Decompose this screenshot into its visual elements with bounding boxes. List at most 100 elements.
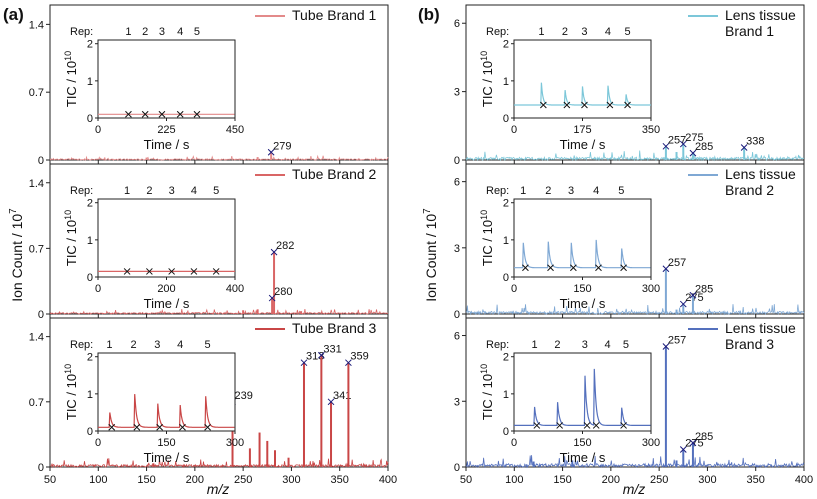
rep-marker [533, 422, 541, 429]
inset-y-tick-label: 2 [503, 198, 509, 210]
y-tick-label: 1.4 [29, 19, 44, 31]
inset-y-tick-label: 0 [87, 426, 93, 438]
rep-marker [583, 422, 591, 429]
peak-label: 257 [668, 334, 686, 346]
rep-number: 3 [169, 185, 175, 197]
y-tick-label: 6 [454, 331, 460, 343]
legend-label: Brand 2 [725, 182, 774, 198]
peak-marker [662, 343, 670, 350]
inset-y-tick-label: 1 [503, 235, 509, 247]
x-tick-label: 250 [650, 474, 668, 486]
inset-x-tick-label: 200 [157, 283, 175, 295]
y-tick-label: 1.4 [29, 178, 44, 190]
peak-marker [318, 351, 325, 359]
legend-label: Lens tissue [725, 7, 796, 23]
peak-label: 257 [668, 134, 686, 146]
legend-label: Brand 1 [725, 23, 774, 39]
spectrum-noise [49, 308, 389, 316]
x-tick-label: 350 [747, 474, 765, 486]
rep-marker [179, 423, 186, 431]
y-tick-label: 0.7 [29, 87, 44, 99]
x-tick-label: 400 [795, 474, 813, 486]
plot-frame [49, 317, 389, 468]
inset-x-tick-label: 0 [95, 124, 101, 136]
rep-marker [547, 264, 554, 272]
inset-y-title: TIC / 1010 [63, 51, 79, 107]
peak-label: 275 [685, 292, 703, 304]
rep-number: 5 [194, 26, 200, 38]
rep-header: Rep: [70, 339, 93, 351]
peak-marker [662, 265, 670, 273]
x-tick-label: 300 [698, 474, 716, 486]
tic-inset: 0 1 2 0 200 400 Rep: 1 2 3 4 5 TIC / 1010 Time / s [63, 185, 244, 311]
inset-x-tick-label: 300 [226, 437, 244, 449]
legend-label: Tube Brand 1 [292, 7, 377, 23]
rep-number: 5 [624, 26, 630, 38]
rep-number: 5 [623, 339, 629, 351]
x-tick-label: 350 [331, 474, 349, 486]
rep-number: 4 [605, 26, 611, 38]
inset-y-tick-label: 1 [503, 76, 509, 88]
inset-frame [97, 352, 236, 432]
rep-marker [176, 110, 184, 118]
tic-inset: 0 1 2 0 175 350 Rep: 1 2 3 4 5 TIC / 1010 Time / s [479, 26, 660, 152]
inset-y-tick-label: 2 [87, 352, 93, 364]
inset-y-tick-label: 1 [503, 389, 509, 401]
rep-header: Rep: [70, 26, 93, 38]
plot-frame [465, 317, 805, 468]
peak-marker [689, 439, 697, 447]
x-tick-label: 300 [282, 474, 300, 486]
rep-marker [620, 264, 627, 272]
peak-marker [689, 149, 697, 157]
y-tick-label: 0 [38, 309, 44, 321]
inset-y-tick-label: 2 [87, 39, 93, 51]
spectrum-panel-2: 282 280 0 0.7 1.4 Tube Brand 2 0 1 2 0 200 400 Rep: 1… [29, 163, 389, 321]
y-tick-label: 3 [454, 87, 460, 99]
rep-marker [133, 423, 141, 431]
rep-number: 1 [538, 26, 544, 38]
y-tick-label: 3 [454, 396, 460, 408]
y-tick-label: 3 [454, 243, 460, 255]
y-tick-label: 0 [454, 155, 460, 167]
peak-label: 275 [685, 132, 703, 144]
plot-frame [465, 163, 805, 315]
spectrum-noise [49, 458, 389, 469]
rep-marker [624, 101, 631, 109]
rep-number: 1 [124, 185, 130, 197]
inset-x-tick-label: 300 [642, 437, 660, 449]
peak-marker [740, 144, 748, 151]
tic-trace [514, 239, 651, 269]
inset-x-title: Time / s [560, 137, 606, 152]
peak-label: 359 [350, 351, 368, 363]
legend-label: Tube Brand 2 [292, 166, 377, 182]
rep-number: 2 [142, 26, 148, 38]
peak-label: 341 [333, 390, 351, 402]
rep-number: 3 [159, 26, 165, 38]
peak-marker [267, 148, 275, 156]
inset-y-tick-label: 2 [503, 39, 509, 51]
rep-number: 2 [562, 26, 568, 38]
rep-number: 1 [125, 26, 131, 38]
rep-marker [570, 264, 577, 272]
y-tick-label: 6 [454, 177, 460, 189]
inset-x-tick-label: 150 [573, 437, 591, 449]
rep-header: Rep: [486, 26, 509, 38]
inset-y-tick-label: 1 [87, 76, 93, 88]
plot-frame [465, 4, 805, 161]
rep-marker [168, 268, 175, 275]
peak-marker [327, 398, 335, 406]
tic-trace [98, 394, 235, 428]
inset-x-tick-label: 0 [95, 283, 101, 295]
peak-label: 279 [273, 140, 291, 152]
x-tick-label: 150 [137, 474, 155, 486]
y-tick-label: 0 [454, 462, 460, 474]
inset-x-title: Time / s [144, 137, 190, 152]
rep-marker [556, 422, 564, 429]
rep-number: 4 [177, 339, 183, 351]
x-tick-label: 50 [44, 474, 56, 486]
rep-marker [592, 422, 600, 429]
